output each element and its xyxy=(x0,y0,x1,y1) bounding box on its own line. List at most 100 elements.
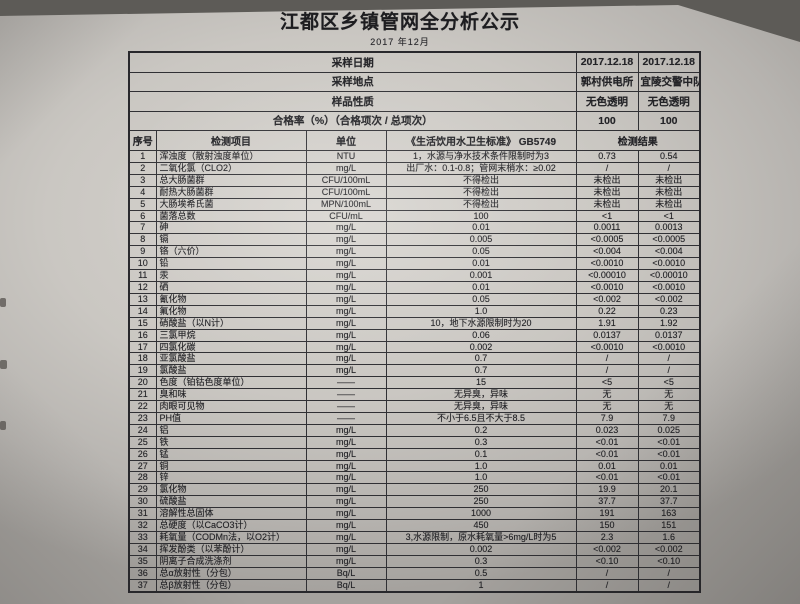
cell-result-1: 未检出 xyxy=(575,185,639,199)
cell-result-2: 20.1 xyxy=(637,483,701,497)
cell-result-2: <0.0010 xyxy=(637,280,701,294)
cell-result-1: 0.0011 xyxy=(575,221,639,235)
cell-result-1: <0.01 xyxy=(575,435,639,449)
cell-standard: 出厂水：0.1-0.8；管网末梢水：≥0.02 xyxy=(385,161,577,175)
cell-item: 二氧化氯（CLO2） xyxy=(155,161,307,175)
cell-unit: mg/L xyxy=(305,423,387,437)
cell-item: 铅 xyxy=(155,257,307,271)
cell-no: 32 xyxy=(128,519,157,532)
cell-standard: 15 xyxy=(385,376,577,390)
table-row: 26 锰 mg/L 0.1 <0.01 <0.01 xyxy=(128,447,701,461)
cell-result-2: <0.002 xyxy=(637,292,701,306)
table-row: 25 铁 mg/L 0.3 <0.01 <0.01 xyxy=(128,435,701,449)
cell-unit: mg/L xyxy=(305,221,387,235)
cell-result-2: 无 xyxy=(637,400,701,413)
cell-no: 17 xyxy=(128,340,157,354)
cell-item: 铜 xyxy=(155,459,307,473)
cell-item: 耐热大肠菌群 xyxy=(155,185,307,199)
cell-result-2: 无 xyxy=(637,388,701,402)
results-tbody: 1 浑浊度（散射浊度单位） NTU 1，水源与净水技术条件限制时为3 0.73 0.54 2… xyxy=(128,150,701,593)
cell-unit: mg/L xyxy=(305,471,387,485)
cell-result-2: 未检出 xyxy=(637,185,701,199)
cell-unit: MPN/100mL xyxy=(305,197,387,211)
column-header-row: 序号 检测项目 单位 《生活饮用水卫生标准》 GB5749 检测结果 xyxy=(128,130,701,151)
cell-no: 9 xyxy=(128,245,157,259)
cell-no: 14 xyxy=(128,304,157,318)
cell-standard: 0.005 xyxy=(385,233,577,247)
cell-no: 24 xyxy=(128,423,157,437)
cell-item: 臭和味 xyxy=(155,388,307,402)
edge-shadow-mark xyxy=(0,298,6,307)
cell-no: 2 xyxy=(128,161,157,175)
cell-unit: mg/L xyxy=(305,269,387,282)
document-date: 2017 年12月 xyxy=(370,37,430,47)
cell-standard: 3,水源限制，原水耗氧量>6mg/L时为5 xyxy=(385,531,577,544)
cell-no: 10 xyxy=(128,257,157,271)
table-row: 27 铜 mg/L 1.0 0.01 0.01 xyxy=(128,459,701,473)
cell-item: 铝 xyxy=(155,423,307,437)
cell-standard: 0.002 xyxy=(385,340,577,354)
cell-item: 阴离子合成洗涤剂 xyxy=(155,554,307,568)
cell-result-1: 无 xyxy=(575,400,639,413)
cell-result-2: 0.23 xyxy=(637,304,701,318)
meta-section: 采样日期 2017.12.18 2017.12.18 采样地点 郭村供电所 宜陵… xyxy=(128,51,701,131)
cell-no: 35 xyxy=(128,554,157,568)
cell-item: 大肠埃希氏菌 xyxy=(155,197,307,211)
cell-result-1: 0.0137 xyxy=(575,328,639,342)
edge-shadow-mark xyxy=(0,360,7,369)
cell-standard: 0.06 xyxy=(385,328,577,342)
cell-result-2: <0.0010 xyxy=(637,257,701,271)
table-row: 16 三氯甲烷 mg/L 0.06 0.0137 0.0137 xyxy=(128,328,701,342)
cell-item: 浑浊度（散射浊度单位） xyxy=(155,150,307,163)
cell-item: 铬（六价） xyxy=(155,245,307,259)
col-header-no: 序号 xyxy=(128,130,157,151)
cell-no: 8 xyxy=(128,233,157,247)
cell-no: 15 xyxy=(128,316,157,330)
cell-result-2: <0.0005 xyxy=(637,233,701,247)
cell-result-2: <0.002 xyxy=(637,542,701,556)
table-row: 14 氟化物 mg/L 1.0 0.22 0.23 xyxy=(128,304,701,318)
col-header-unit: 单位 xyxy=(305,130,387,151)
table-row: 10 铅 mg/L 0.01 <0.0010 <0.0010 xyxy=(128,257,701,271)
meta-value-2: 宜陵交警中队 xyxy=(637,71,701,92)
cell-result-2: 未检出 xyxy=(637,197,701,211)
cell-no: 5 xyxy=(128,197,157,211)
cell-result-1: <0.00010 xyxy=(575,269,639,282)
table-row: 32 总硬度（以CaCO3计） mg/L 450 150 151 xyxy=(128,519,701,532)
cell-no: 23 xyxy=(128,411,157,425)
meta-value-1: 无色透明 xyxy=(575,91,639,112)
cell-result-2: / xyxy=(637,364,701,378)
cell-unit: mg/L xyxy=(305,435,387,449)
cell-result-2: 1.92 xyxy=(637,316,701,330)
cell-unit: mg/L xyxy=(305,316,387,330)
cell-item: 镉 xyxy=(155,233,307,247)
meta-label: 样品性质 xyxy=(128,91,577,112)
cell-result-1: 1.91 xyxy=(575,316,639,330)
cell-standard: 0.1 xyxy=(385,447,577,461)
cell-result-1: <1 xyxy=(575,209,639,223)
cell-no: 20 xyxy=(128,376,157,390)
table-row: 18 亚氯酸盐 mg/L 0.7// xyxy=(128,352,701,366)
cell-no: 7 xyxy=(128,221,157,235)
cell-standard: 0.7 xyxy=(385,364,577,378)
cell-standard: 1 xyxy=(385,578,577,593)
cell-result-1: 0.01 xyxy=(575,459,639,473)
cell-item: 亚氯酸盐 xyxy=(155,352,307,366)
cell-unit: mg/L xyxy=(305,519,387,532)
cell-result-2: <0.004 xyxy=(637,245,701,259)
cell-result-1: 0.22 xyxy=(575,304,639,318)
cell-item: 硝酸盐（以N计） xyxy=(155,316,307,330)
cell-no: 13 xyxy=(128,292,157,306)
cell-no: 12 xyxy=(128,280,157,294)
cell-standard: 0.002 xyxy=(385,542,577,556)
cell-result-1: / xyxy=(575,566,639,580)
cell-item: 氯化物 xyxy=(155,483,307,497)
meta-value-1: 100 xyxy=(575,110,639,131)
cell-result-1: 19.9 xyxy=(575,483,639,497)
cell-no: 37 xyxy=(128,578,157,593)
cell-result-2: 0.0013 xyxy=(637,221,701,235)
cell-no: 1 xyxy=(128,150,157,163)
cell-item: 总硬度（以CaCO3计） xyxy=(155,519,307,532)
col-header-standard: 《生活饮用水卫生标准》 GB5749 xyxy=(385,130,577,151)
